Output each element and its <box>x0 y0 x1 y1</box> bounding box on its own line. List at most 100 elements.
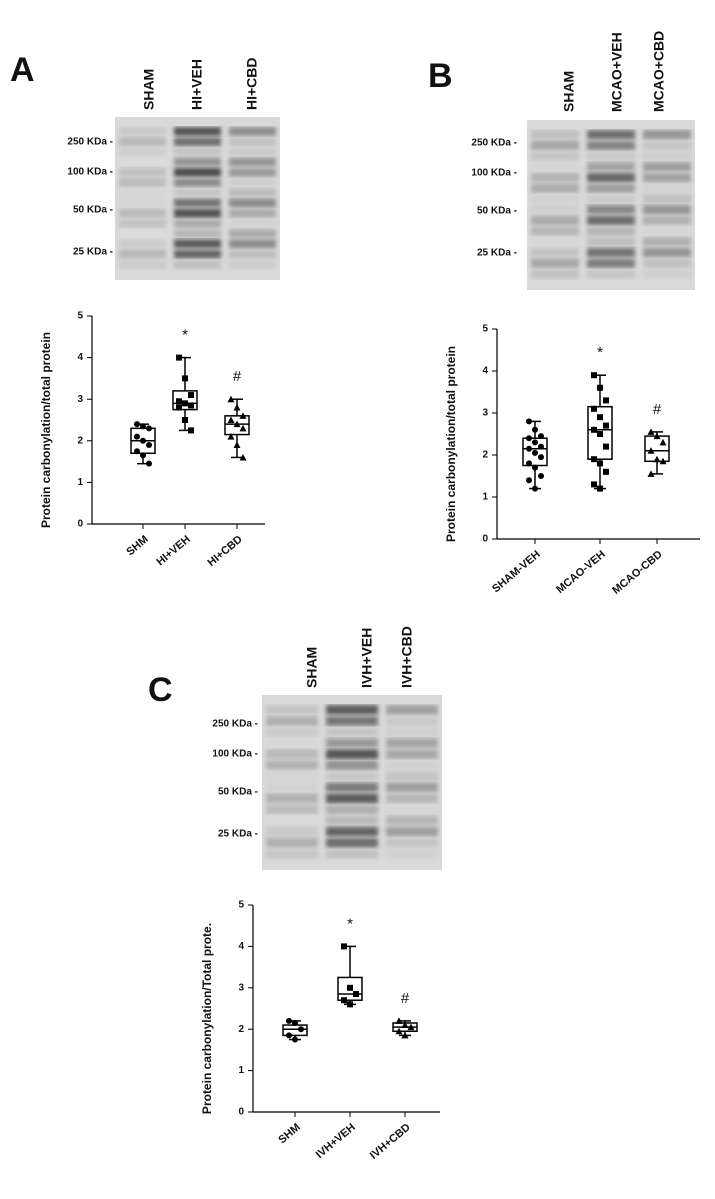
blot-band <box>119 239 166 249</box>
blot-band <box>531 258 579 268</box>
blot-band <box>326 804 378 815</box>
marker-label: 250 KDa - <box>212 719 258 730</box>
x-tick-label: SHM <box>276 1121 302 1146</box>
blot-band <box>119 178 166 188</box>
y-tick-label: 4 <box>77 352 83 363</box>
blot-band <box>587 226 635 236</box>
lane-label: IVH+CBD <box>399 626 415 688</box>
point <box>538 473 544 479</box>
point <box>134 448 140 455</box>
blot-band <box>643 205 691 215</box>
blot-band <box>643 140 691 151</box>
blot-band <box>229 147 276 157</box>
blot-band <box>119 188 166 198</box>
y-tick-label: 4 <box>238 941 244 952</box>
point <box>532 449 538 456</box>
annotation: * <box>347 915 353 932</box>
point <box>526 418 532 425</box>
blot-band <box>643 237 691 247</box>
blot-band <box>386 815 438 826</box>
blot-band <box>174 229 221 239</box>
blot-band <box>326 793 378 804</box>
point <box>227 416 235 423</box>
point <box>591 426 597 433</box>
y-axis-label: Protein carbonylation/total protein <box>444 346 458 542</box>
blot-band <box>266 716 318 726</box>
marker-label: 50 KDa - <box>73 205 113 216</box>
blot-band <box>326 705 378 715</box>
point <box>597 460 603 467</box>
y-tick-label: 4 <box>482 366 488 377</box>
blot-band <box>229 167 276 177</box>
point <box>532 485 538 492</box>
blot-band <box>643 130 691 140</box>
blot-band <box>643 215 691 226</box>
blot-band <box>531 130 579 140</box>
blot-band <box>587 215 635 226</box>
point <box>140 437 146 444</box>
blot-band <box>326 738 378 748</box>
blot-band <box>266 793 318 804</box>
blot-band <box>266 804 318 815</box>
point <box>653 455 661 463</box>
point <box>591 372 597 379</box>
blot-band <box>643 183 691 193</box>
lane-label: MCAO+CBD <box>651 31 667 112</box>
point <box>407 1023 415 1031</box>
blot-band <box>643 172 691 183</box>
point <box>182 400 188 407</box>
blot-band <box>326 749 378 759</box>
blot-band <box>326 815 378 826</box>
point <box>647 470 655 477</box>
point <box>239 453 247 461</box>
point <box>233 404 241 411</box>
lane-label: MCAO+VEH <box>609 32 625 112</box>
point <box>647 428 655 435</box>
annotation: # <box>401 990 410 1007</box>
point <box>526 477 532 484</box>
blot-band <box>531 269 579 279</box>
y-tick-label: 3 <box>77 394 83 405</box>
blot-band <box>531 205 579 215</box>
blot-band <box>531 237 579 247</box>
blot-band <box>174 249 221 259</box>
blot-band <box>587 205 635 215</box>
blot-band <box>119 198 166 208</box>
lane-label: SHAM <box>304 647 320 688</box>
marker-label: 100 KDa - <box>471 168 517 179</box>
point <box>603 422 609 429</box>
blot-band <box>326 716 378 726</box>
blot-band <box>119 249 166 259</box>
point <box>146 425 152 432</box>
blot-band <box>531 162 579 172</box>
blot-band <box>119 167 166 177</box>
y-tick-label: 5 <box>77 311 83 322</box>
point <box>134 421 140 428</box>
blot-band <box>587 172 635 183</box>
panel-letter: A <box>10 51 35 89</box>
blot-band <box>531 172 579 183</box>
point <box>532 439 538 446</box>
lane-label: SHAM <box>561 71 577 112</box>
blot-band <box>266 826 318 837</box>
point <box>134 433 140 440</box>
blot-band <box>386 716 438 726</box>
y-tick-label: 3 <box>238 982 244 993</box>
blot-band <box>174 188 221 198</box>
blot-band <box>326 782 378 793</box>
blot-band <box>266 782 318 793</box>
y-tick-label: 2 <box>77 435 83 446</box>
marker-label: 100 KDa - <box>212 749 258 760</box>
point <box>292 1019 298 1026</box>
blot-band <box>643 258 691 268</box>
blot-band <box>174 147 221 157</box>
blot-band <box>266 727 318 737</box>
point <box>395 1027 403 1035</box>
blot-band <box>531 194 579 204</box>
point <box>227 433 235 440</box>
blot-band <box>587 140 635 151</box>
blot-band <box>531 140 579 151</box>
blot-band <box>174 167 221 177</box>
blot-band <box>174 137 221 147</box>
